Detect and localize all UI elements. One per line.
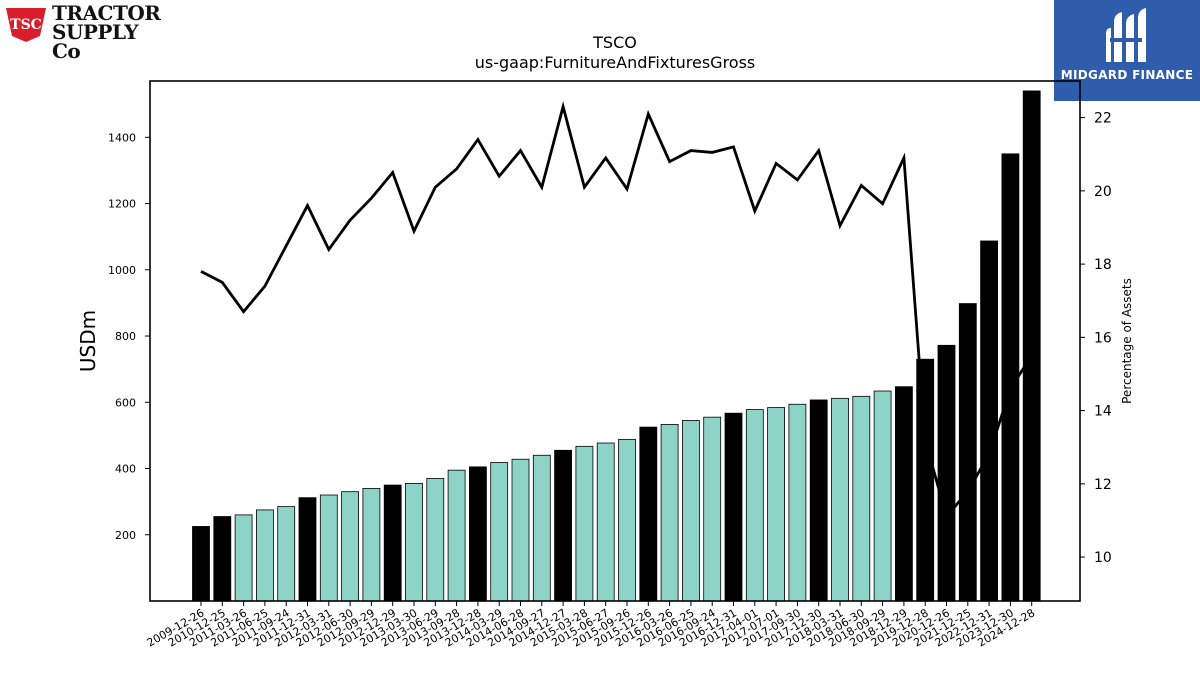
- bar: [234, 514, 253, 602]
- bar: [895, 386, 913, 602]
- chart-subtitle: us-gaap:FurnitureAndFixturesGross: [475, 53, 756, 72]
- bar: [383, 484, 402, 602]
- y-tick-label: 800: [115, 330, 136, 343]
- bar: [405, 483, 423, 602]
- midgard-finance-logo: MIDGARD FINANCE: [1054, 0, 1200, 101]
- bar: [831, 397, 849, 602]
- bar: [426, 478, 445, 602]
- bar: [788, 403, 807, 602]
- tsc-badge-text: TSC: [10, 17, 42, 33]
- bar: [277, 506, 296, 602]
- y2-tick-label: 18: [1094, 257, 1112, 273]
- bar: [511, 458, 530, 602]
- bars-layer: [192, 90, 1041, 602]
- bar: [192, 526, 210, 602]
- y-axis-label: USDm: [76, 310, 100, 372]
- bar: [724, 412, 743, 602]
- tractor-supply-logo: TSC TRACTOR SUPPLY Co: [6, 3, 161, 61]
- midgard-emblem-icon: [1106, 8, 1146, 62]
- y2-tick-label: 12: [1094, 477, 1112, 493]
- bar: [639, 426, 658, 602]
- tsc-wordmark-line2: SUPPLY Co: [52, 20, 139, 63]
- bar: [213, 516, 232, 602]
- bar: [682, 420, 700, 602]
- y2-axis-label: Percentage of Assets: [1120, 278, 1134, 404]
- line-layer: [200, 101, 1033, 520]
- y-tick-label: 1000: [108, 264, 136, 277]
- bar: [319, 494, 338, 602]
- bar: [298, 497, 317, 602]
- y-tick-label: 1400: [108, 131, 136, 144]
- left-axis: 200 400 600 800 1000 1200 1400: [108, 131, 150, 542]
- bar: [958, 303, 977, 602]
- bar: [447, 469, 466, 602]
- bar: [362, 487, 381, 602]
- y-tick-label: 1200: [108, 198, 136, 211]
- bar: [937, 344, 956, 602]
- bar: [703, 416, 722, 602]
- bar: [852, 395, 871, 602]
- bar: [873, 390, 892, 602]
- y-tick-label: 400: [115, 463, 136, 476]
- tsc-badge-icon: TSC: [6, 8, 46, 42]
- y-tick-label: 200: [115, 529, 136, 542]
- bar: [745, 409, 764, 602]
- bar: [916, 358, 935, 602]
- y-tick-label: 600: [115, 396, 136, 409]
- bar: [532, 454, 551, 602]
- midgard-name: MIDGARD FINANCE: [1060, 68, 1194, 82]
- y2-tick-label: 10: [1094, 550, 1112, 566]
- bar: [767, 407, 785, 602]
- bar: [809, 399, 828, 602]
- bar: [980, 240, 998, 602]
- bar: [341, 491, 360, 602]
- tsc-wordmark-line1: TRACTOR: [52, 1, 161, 25]
- tsc-wordmark: TRACTOR SUPPLY Co: [52, 1, 161, 63]
- bar: [255, 509, 274, 602]
- y2-tick-label: 16: [1094, 330, 1112, 346]
- bar: [618, 438, 636, 602]
- bar: [660, 424, 679, 602]
- plot-frame: [149, 80, 1081, 602]
- y2-tick-label: 22: [1094, 111, 1112, 127]
- bar: [596, 442, 615, 602]
- y2-tick-label: 14: [1094, 404, 1112, 420]
- bar: [1022, 90, 1041, 602]
- bar: [575, 445, 594, 602]
- y2-tick-label: 20: [1094, 184, 1112, 200]
- series-line: [200, 101, 1033, 520]
- x-axis: 2009-12-262010-12-252011-03-262011-06-25…: [145, 601, 1037, 650]
- bar: [554, 449, 572, 602]
- right-axis: 10 12 14 16 18 20 22: [1080, 111, 1112, 566]
- bar: [468, 466, 487, 602]
- bar: [490, 462, 509, 602]
- chart-title: TSCO: [592, 33, 637, 52]
